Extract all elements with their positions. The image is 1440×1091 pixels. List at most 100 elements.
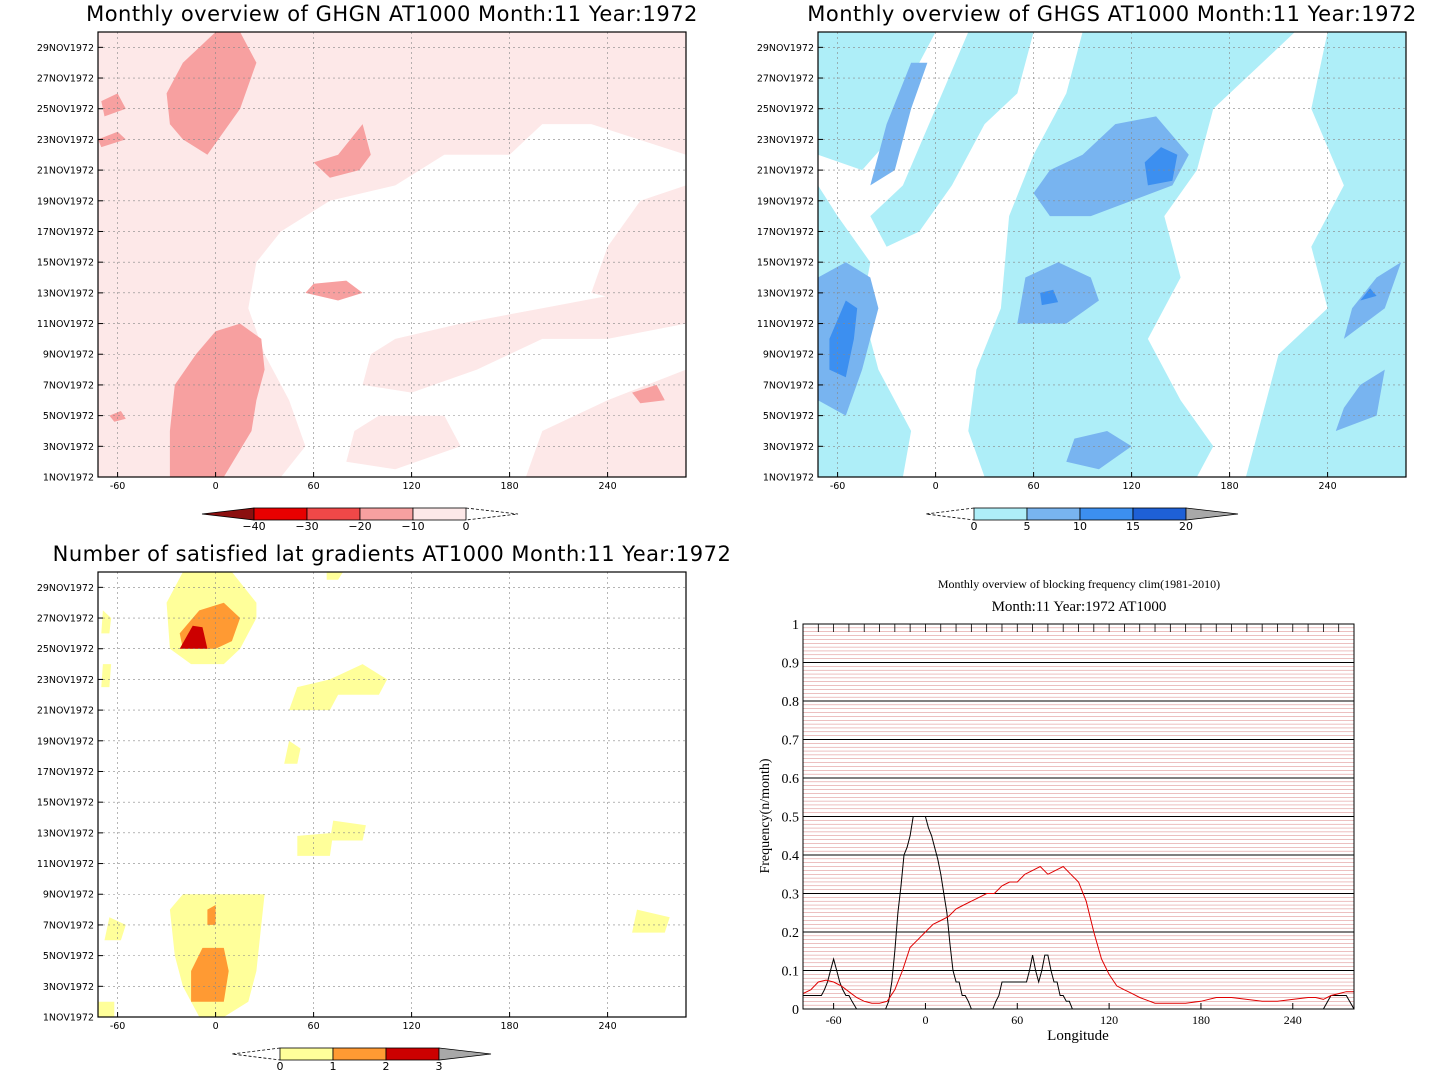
blockfreq-y-tick-label: 0.9 [782,657,800,672]
ghgs-contour-region [1040,289,1059,306]
latgrad-colorbar-box [332,1047,387,1061]
ghgs-colorbar: 0 5 10 15 20 [925,507,1239,533]
latgrad-y-tick-label: 3NOV1972 [43,982,94,993]
latgrad-contour-region [101,610,112,634]
blockfreq-y-tick-label: 0.1 [782,965,800,980]
ghgs-colorbar-end [1185,507,1239,521]
ghgs-y-tick-label: 19NOV1972 [757,196,814,207]
blockfreq-y-tick-label: 0.6 [782,772,800,787]
blockfreq-x-tick-label: -60 [826,1013,842,1027]
ghgn-contour-region [346,415,461,470]
ghgs-contour-region [818,32,936,171]
blockfreq-panel: Monthly overview of blocking frequency c… [758,577,1355,1044]
latgrad-contour-region [179,625,208,649]
blockfreq-y-tick-label: 0 [792,1003,799,1018]
blockfreq-y-tick-label: 0.8 [782,695,800,710]
latgrad-colorbar-end [231,1047,281,1061]
ghgs-y-tick-label: 27NOV1972 [757,74,814,85]
ghgs-x-ticks: -60 0 60 120 180 240 [830,472,1337,492]
latgrad-contour-region [191,947,229,1002]
blockfreq-y-tick-label: 1 [792,618,799,633]
ghgs-y-tick-label: 5NOV1972 [763,411,814,422]
ghgn-y-tick-label: 27NOV1972 [37,74,94,85]
ghgs-colorbar-box [1026,507,1081,521]
ghgn-colorbar: −40 −30 −20 −10 0 [201,507,519,533]
ghgn-contour-region [166,32,257,155]
blockfreq-y-tick-label: 0.4 [782,849,800,864]
blockfreq-x-tick-label: 60 [1011,1013,1023,1027]
ghgn-y-tick-label: 7NOV1972 [43,380,94,391]
latgrad-y-ticks: 1NOV1972 3NOV1972 5NOV1972 7NOV1972 9NOV1972… [37,583,103,1024]
latgrad-contour-region [326,572,343,580]
ghgs-y-tick-label: 13NOV1972 [757,288,814,299]
ghgn-panel: Monthly overview of GHGN AT1000 Month:11… [37,2,698,533]
latgrad-x-tick-label: -60 [110,1021,126,1032]
ghgn-y-tick-label: 13NOV1972 [37,288,94,299]
latgrad-y-tick-label: 11NOV1972 [37,859,94,870]
ghgs-title: Monthly overview of GHGS AT1000 Month:11… [807,2,1416,26]
ghgn-x-tick-label: 240 [599,481,617,492]
ghgn-contour-fills [98,32,686,477]
ghgs-contour-region [1343,262,1402,339]
ghgn-contour-region [109,411,126,422]
ghgs-contour-region [870,32,1034,247]
ghgs-contour-region [1360,288,1377,301]
latgrad-y-tick-label: 13NOV1972 [37,828,94,839]
latgrad-y-tick-label: 19NOV1972 [37,736,94,747]
ghgn-colorbar-box [306,507,361,521]
ghgn-x-tick-label: 120 [403,481,421,492]
blockfreq-y-ticks: 0 0.1 0.2 0.3 0.4 0.5 0.6 0.7 0.8 0.9 1 [782,618,800,1018]
ghgs-colorbar-box [1079,507,1134,521]
ghgn-contour-region [591,185,686,309]
latgrad-colorbar: 0 1 2 3 [231,1047,492,1073]
latgrad-contour-region [632,909,670,933]
ghgs-colorbar-label: 0 [971,520,978,533]
ghgn-colorbar-box [359,507,414,521]
ghgs-y-tick-label: 25NOV1972 [757,104,814,115]
latgrad-contour-region [329,820,366,841]
ghgn-colorbar-end [465,507,519,521]
ghgn-contour-region [101,93,126,117]
latgrad-y-tick-label: 7NOV1972 [43,920,94,931]
ghgn-x-tick-label: -60 [110,481,126,492]
ghgs-contour-region [968,32,1295,477]
ghgs-x-tick-label: -60 [830,481,846,492]
ghgn-contour-region [632,384,665,404]
ghgn-y-tick-label: 3NOV1972 [43,442,94,453]
latgrad-y-tick-label: 1NOV1972 [43,1013,94,1024]
ghgs-contour-region [1245,32,1406,477]
ghgs-contour-region [1144,147,1178,186]
blockfreq-x-ticks: -60 0 60 120 180 240 [826,1003,1302,1027]
latgrad-x-tick-label: 60 [308,1021,320,1032]
latgrad-contour-fills [98,572,686,1017]
latgrad-colorbar-label: 1 [330,1060,337,1073]
ghgn-colorbar-end [201,507,255,521]
blockfreq-x-tick-label: 0 [922,1013,928,1027]
ghgs-y-tick-label: 7NOV1972 [763,380,814,391]
latgrad-x-tick-label: 120 [403,1021,421,1032]
ghgn-y-tick-label: 9NOV1972 [43,350,94,361]
ghgn-frame [97,31,687,478]
ghgs-colorbar-end [925,507,975,521]
latgrad-x-tick-label: 180 [501,1021,519,1032]
latgrad-contour-region [98,1001,115,1017]
blockfreq-ylabel: Frequency(n/month) [758,758,773,873]
ghgs-y-tick-label: 23NOV1972 [757,135,814,146]
latgrad-colorbar-label: 3 [436,1060,443,1073]
ghgn-contour-region [305,280,363,301]
latgrad-contour-region [297,832,334,856]
latgrad-y-tick-label: 29NOV1972 [37,583,94,594]
latgrad-gridlines [98,572,686,1018]
blockfreq-subtitle: Month:11 Year:1972 AT1000 [992,599,1167,615]
ghgn-y-tick-label: 17NOV1972 [37,227,94,238]
latgrad-x-tick-label: 240 [599,1021,617,1032]
latgrad-y-tick-label: 17NOV1972 [37,767,94,778]
ghgn-x-ticks: -60 0 60 120 180 240 [110,472,617,492]
blockfreq-y-tick-label: 0.7 [782,734,800,749]
latgrad-title: Number of satisfied lat gradients AT1000… [53,542,732,566]
ghgn-y-tick-label: 23NOV1972 [37,135,94,146]
latgrad-y-tick-label: 25NOV1972 [37,644,94,655]
ghgn-x-tick-label: 180 [501,481,519,492]
latgrad-colorbar-label: 2 [383,1060,390,1073]
ghgs-y-tick-label: 15NOV1972 [757,258,814,269]
